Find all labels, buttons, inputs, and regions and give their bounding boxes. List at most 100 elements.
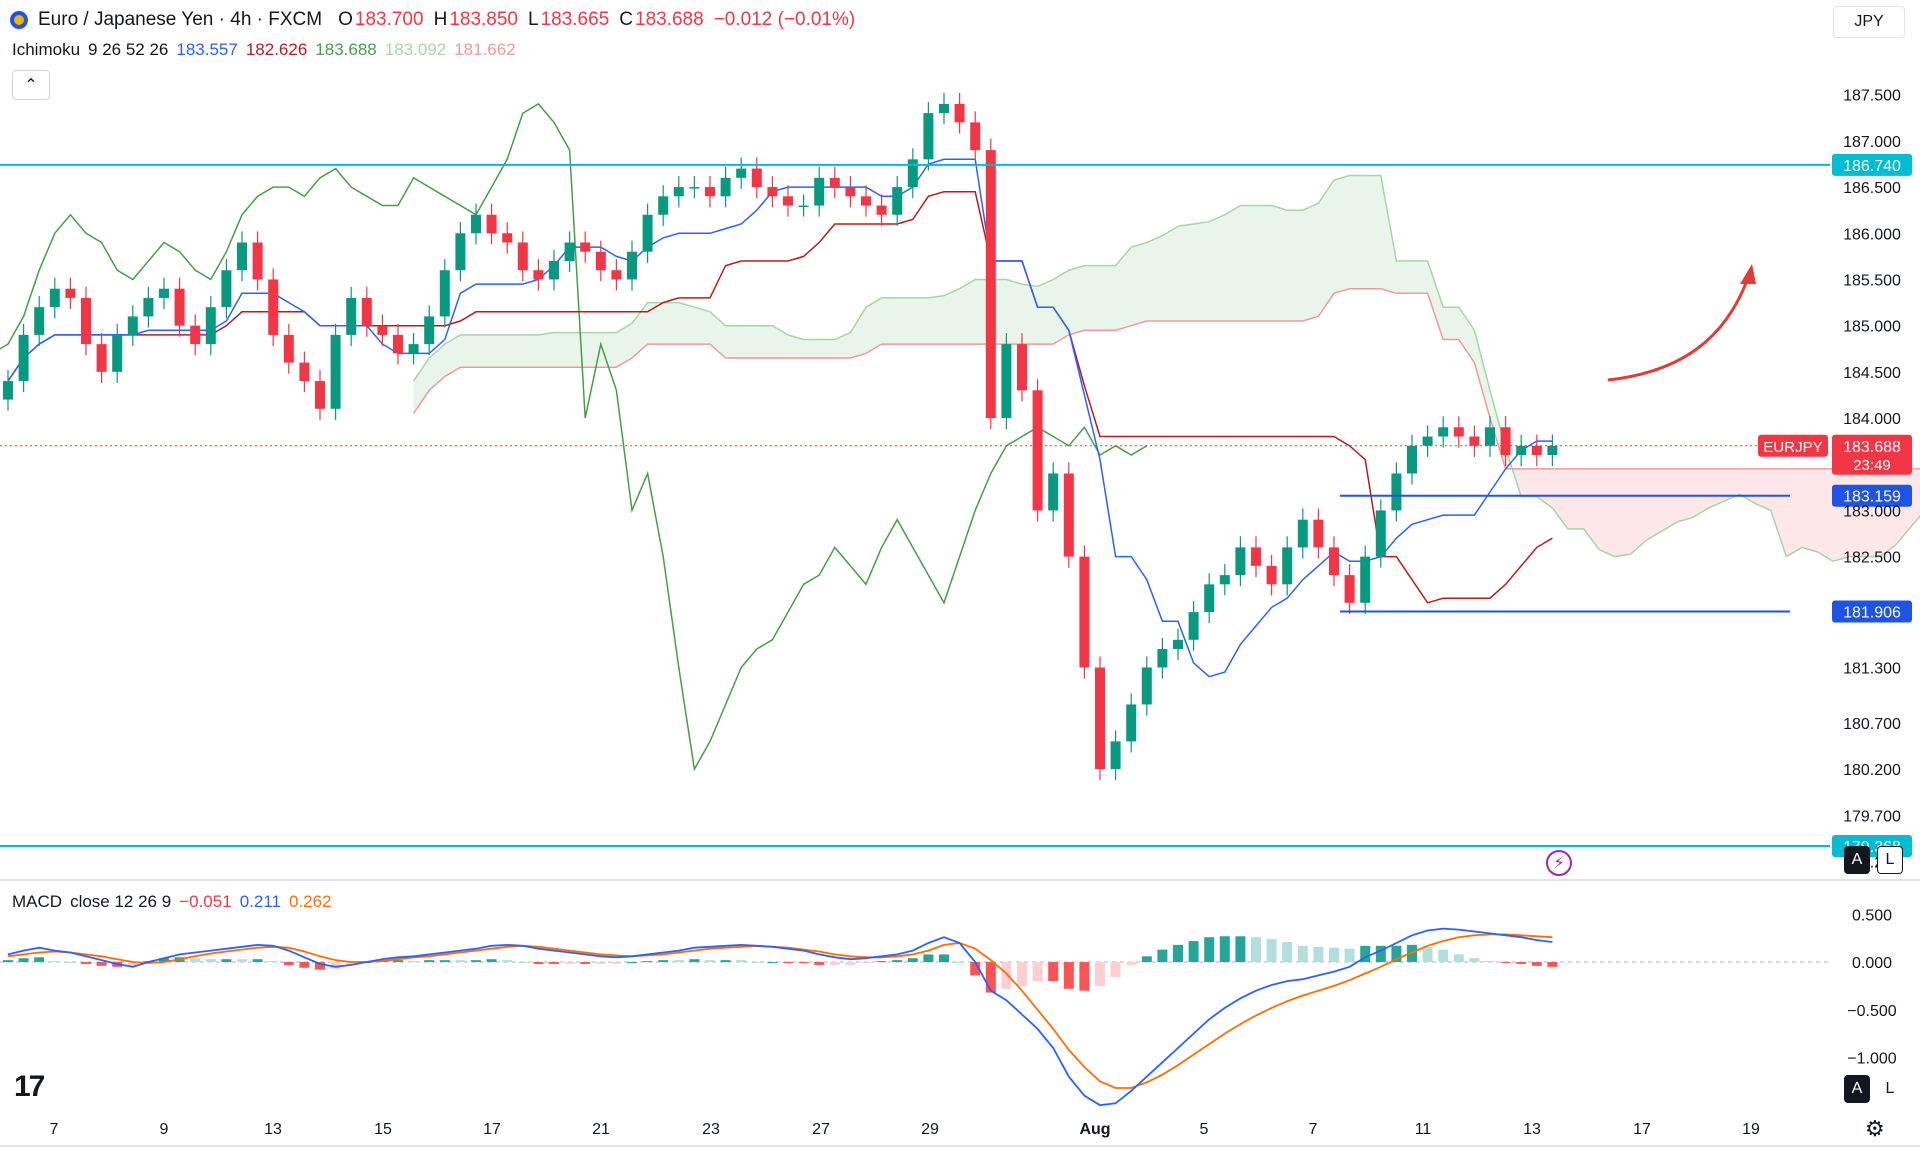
ichimoku-cloud-segment (1599, 468, 1615, 557)
ichimoku-cloud-segment (772, 325, 788, 358)
symbol-title[interactable]: Euro / Japanese Yen · 4h · FXCM (38, 9, 323, 30)
ichimoku-cloud-segment (1692, 468, 1709, 518)
ichimoku-cloud-segment (1084, 265, 1100, 331)
ichimoku-cloud-segment (476, 334, 492, 368)
log-scale-button[interactable]: L (1877, 846, 1903, 874)
bullish-arrow-head (1740, 264, 1756, 284)
macd-histogram-bar (268, 961, 279, 963)
ichimoku-cloud-segment (1224, 205, 1241, 322)
chevron-up-icon: ⌃ (24, 77, 38, 94)
ichimoku-cloud-segment (647, 302, 664, 345)
candle-body (1516, 445, 1527, 455)
candle-body (112, 334, 123, 372)
ichimoku-cloud-segment (616, 323, 632, 368)
ichimoku-cloud-segment (1193, 221, 1210, 322)
candle-body (34, 307, 45, 335)
macd-auto-scale-button[interactable]: A (1844, 1075, 1870, 1103)
ichimoku-cloud-segment (1349, 175, 1366, 289)
macd-histogram-bar (1048, 962, 1059, 982)
ichimoku-cloud-segment (1256, 205, 1272, 322)
candle-body (1438, 427, 1449, 437)
candle-body (783, 196, 793, 206)
macd-histogram-bar (1453, 954, 1464, 963)
candle-body (517, 242, 528, 271)
ichimoku-cloud-segment (694, 307, 710, 345)
candle-body (190, 325, 201, 345)
macd-histogram-bar (564, 962, 575, 964)
candle-body (65, 288, 76, 298)
candle-body (268, 279, 279, 335)
macd-histogram-bar (283, 962, 294, 965)
macd-histogram-bar (96, 962, 107, 966)
tradingview-logo-icon[interactable]: 17 (14, 1070, 45, 1103)
lightning-icon[interactable]: ⚡ (1546, 850, 1572, 876)
candle-body (408, 344, 419, 354)
collapse-legend-button[interactable]: ⌃ (12, 70, 50, 100)
ichimoku-cloud-segment (632, 302, 648, 358)
price-axis-tick: 181.300 (1843, 661, 1901, 678)
macd-histogram-bar (439, 960, 450, 963)
time-axis-tick: 7 (1309, 1121, 1318, 1138)
macd-histogram-bar (1235, 936, 1246, 963)
ichimoku-legend[interactable]: Ichimoku 9 26 52 26 183.557 182.626 183.… (12, 40, 516, 60)
time-axis-tick: 7 (50, 1121, 59, 1138)
macd-histogram-bar (642, 961, 653, 963)
candle-body (486, 214, 497, 234)
time-axis-tick: 13 (264, 1121, 282, 1138)
ichimoku-cloud-segment (429, 344, 445, 391)
macd-axis-tick: −0.500 (1847, 1003, 1896, 1020)
ichimoku-cloud-segment (1100, 265, 1116, 331)
macd-histogram-bar (1032, 962, 1043, 982)
price-axis-tick: 183.000 (1843, 503, 1901, 520)
macd-histogram-bar (1422, 946, 1433, 963)
macd-histogram-bar (252, 959, 263, 963)
candle-body (1095, 667, 1105, 770)
macd-histogram-bar (299, 962, 310, 968)
macd-histogram-bar (408, 961, 419, 963)
currency-button[interactable]: JPY (1833, 6, 1905, 38)
candle-body (549, 260, 559, 280)
candle-body (923, 113, 934, 160)
auto-scale-button[interactable]: A (1844, 846, 1870, 874)
macd-histogram-bar (1547, 962, 1558, 967)
candle-body (315, 381, 325, 409)
ichimoku-span-a-value: 183.092 (384, 40, 447, 59)
macd-histogram-bar (1266, 939, 1277, 963)
macd-histogram-bar (34, 957, 45, 963)
candle-body (580, 242, 591, 252)
candle-body (736, 168, 747, 178)
time-axis-tick: 17 (483, 1121, 501, 1138)
macd-histogram-bar (736, 960, 747, 963)
candle-body (502, 233, 513, 243)
macd-histogram-bar (517, 962, 528, 964)
candle-body (1032, 390, 1043, 511)
ichimoku-cloud-segment (1053, 270, 1069, 345)
ichimoku-cloud-segment (788, 334, 804, 358)
macd-histogram-bar (751, 962, 762, 964)
macd-histogram-bar (237, 959, 247, 963)
candle-body (564, 242, 575, 261)
macd-log-scale-button[interactable]: L (1877, 1075, 1903, 1103)
macd-histogram-bar (1391, 945, 1402, 963)
price-axis-tick: 186.500 (1843, 180, 1901, 197)
macd-histogram-bar (502, 960, 513, 963)
macd-histogram-bar (673, 960, 684, 963)
candle-body (455, 233, 466, 271)
macd-histogram-bar (720, 960, 731, 963)
ichimoku-cloud-segment (1614, 468, 1631, 557)
macd-legend[interactable]: MACD close 12 26 9 −0.051 0.211 0.262 (12, 892, 332, 912)
ichimoku-cloud-segment (819, 339, 835, 358)
open-label: O (338, 9, 353, 30)
candle-body (424, 316, 435, 345)
price-axis-tick: 180.700 (1843, 716, 1901, 733)
candle-body (174, 288, 185, 326)
change-value: −0.012 (−0.01%) (713, 9, 856, 30)
macd-histogram-bar (3, 960, 13, 963)
ichimoku-cloud-segment (600, 332, 617, 368)
high-value: 183.850 (449, 9, 518, 30)
time-axis-tick: 27 (812, 1121, 830, 1138)
price-axis-tick: 185.000 (1843, 319, 1901, 336)
macd-histogram-bar (798, 962, 809, 964)
gear-icon[interactable]: ⚙ (1865, 1116, 1885, 1141)
